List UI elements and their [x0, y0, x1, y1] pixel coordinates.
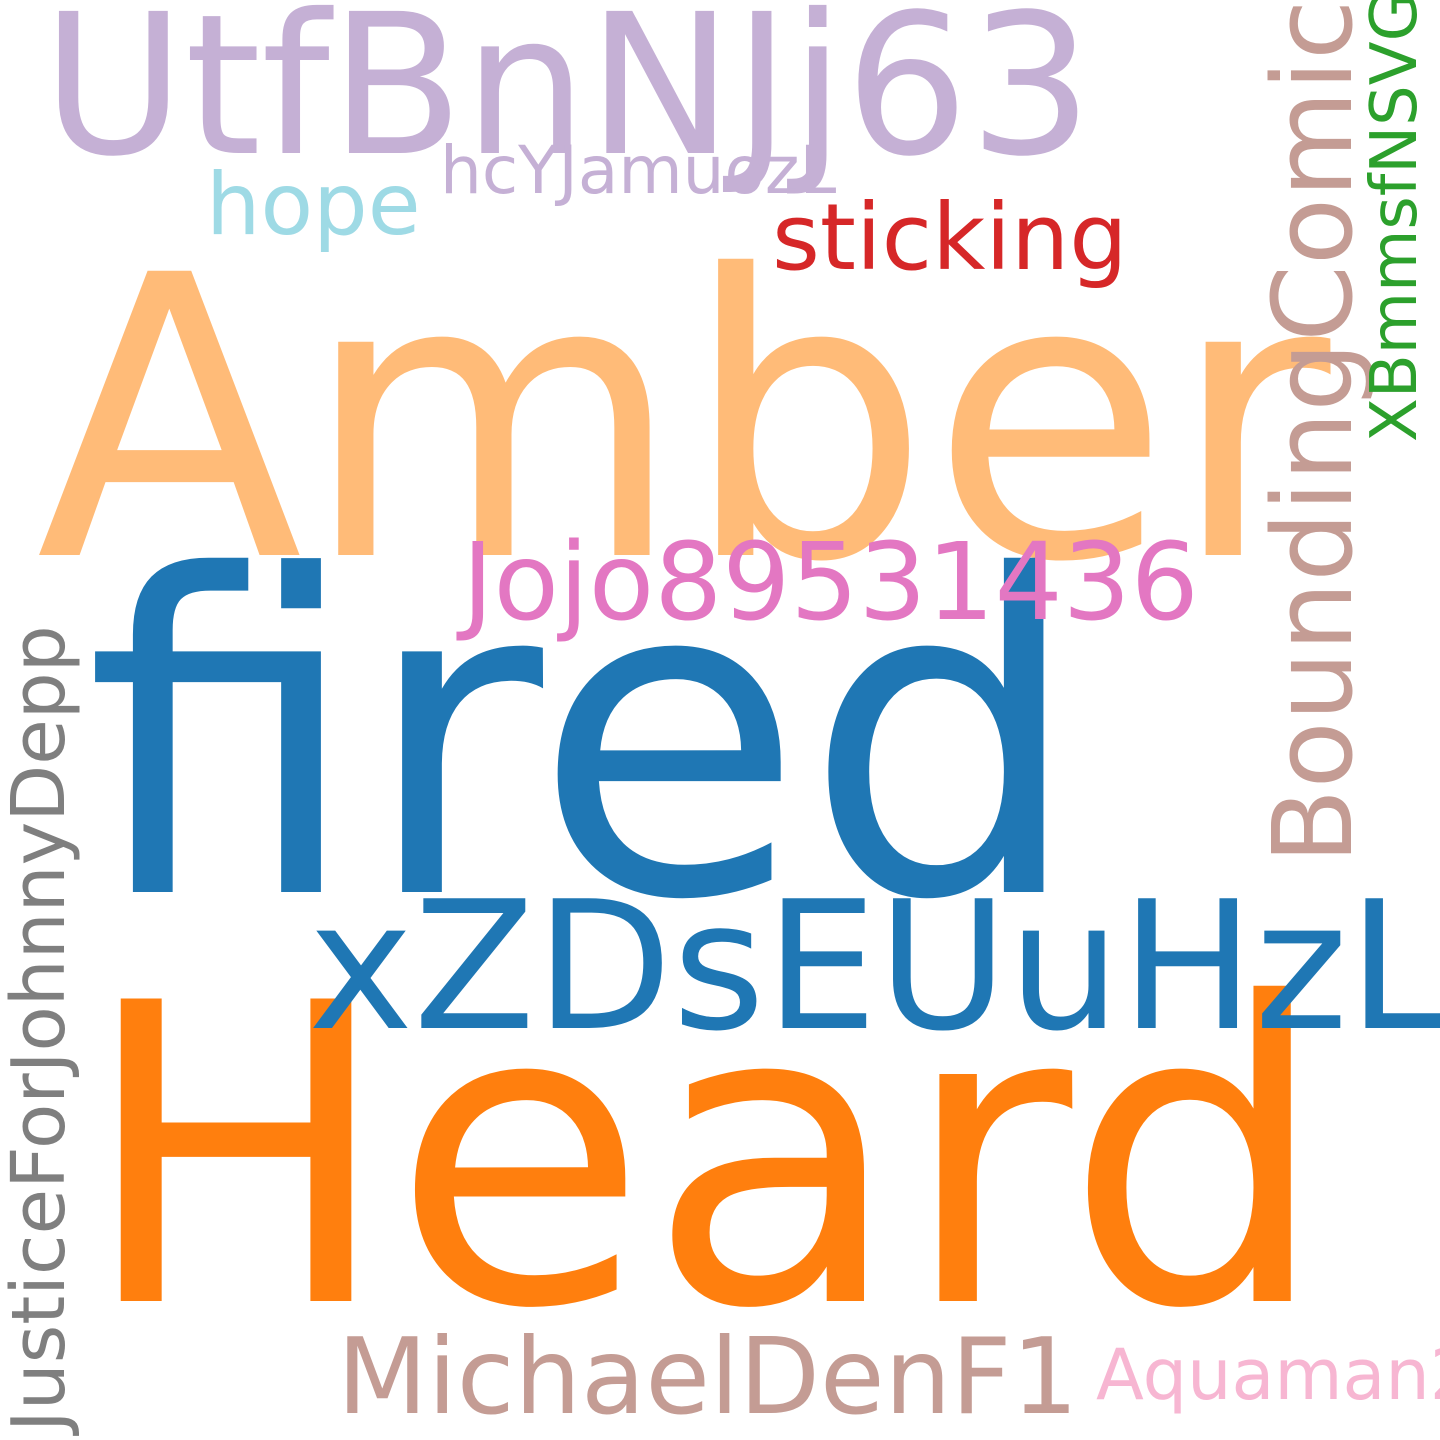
- word-sticking: sticking: [772, 184, 1128, 291]
- word-boundingcomics: BoundingComics: [1249, 0, 1377, 864]
- word-xbmmsfnsvg: XBmmsfNSVG: [1358, 0, 1432, 442]
- word-xzdseuuhzl: xZDsEUuHzL: [308, 863, 1440, 1070]
- word-michaeldenf1: MichaelDenF1: [337, 1316, 1079, 1438]
- word-hcyjamuozl: hcYJamuozL: [440, 132, 837, 209]
- word-justiceforjohnnydepp: JusticeForJohnnyDepp: [0, 625, 82, 1432]
- word-aquaman2: Aquaman2: [1096, 1334, 1440, 1416]
- word-amber: Amber: [36, 193, 1331, 647]
- word-utfbnnjj63: UtfBnNJj63: [42, 0, 1093, 199]
- word-jojo89531436: Jojo89531436: [462, 521, 1199, 645]
- word-fired: fired: [85, 484, 1084, 996]
- word-hope: hope: [206, 155, 421, 255]
- word-heard: Heard: [80, 916, 1329, 1399]
